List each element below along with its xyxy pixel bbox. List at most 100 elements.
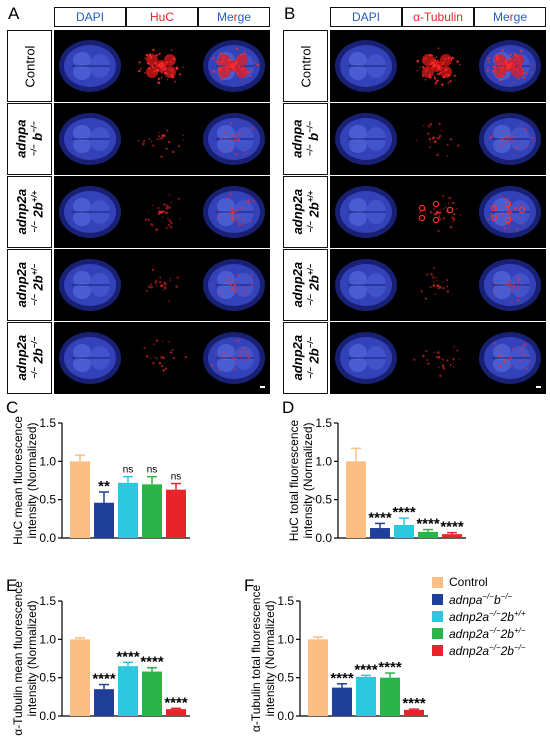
y-tick-label: 1.0 <box>39 454 56 468</box>
bar-4 <box>442 534 462 538</box>
column-header: DAPI <box>330 7 402 27</box>
micrograph-image <box>402 103 474 175</box>
bar-4 <box>166 489 186 538</box>
y-tick-label: 1.5 <box>315 416 332 430</box>
row-label-text: adnpa −/− b−/− <box>289 119 322 159</box>
dapi-signal <box>59 332 121 384</box>
marker-signal <box>413 345 460 378</box>
y-axis-label: HuC mean fluorescenceintensity (Normaliz… <box>11 416 39 545</box>
micrograph-image <box>330 322 402 394</box>
row-label-text: adnp2a −/− 2b+/+ <box>13 189 46 235</box>
row-label: adnp2a −/− 2b+/+ <box>7 176 52 248</box>
legend-label: adnp2a−/−2b−/− <box>449 643 526 658</box>
y-tick-label: 0.0 <box>277 709 294 723</box>
bar-3 <box>142 671 162 716</box>
scale-bar <box>536 386 541 388</box>
significance-label: **** <box>330 670 354 687</box>
significance-label: **** <box>440 519 464 536</box>
row-label: Control <box>7 30 52 102</box>
y-tick-label: 1.5 <box>39 594 56 608</box>
row-label: adnp2a −/− 2b+/− <box>283 249 328 321</box>
significance-label: **** <box>378 659 402 676</box>
marker-signal <box>416 47 461 86</box>
dapi-signal <box>335 186 397 238</box>
column-header: HuC <box>126 7 198 27</box>
panel-letter-c: C <box>6 398 19 417</box>
marker-signal <box>210 47 259 83</box>
significance-label: ns <box>123 465 134 476</box>
dapi-signal <box>335 332 397 384</box>
row-label: adnp2a −/− 2b−/− <box>283 322 328 394</box>
row-label: adnp2a −/− 2b+/+ <box>283 176 328 248</box>
significance-label: **** <box>116 648 140 665</box>
significance-label: ns <box>147 465 158 476</box>
bar-3 <box>418 531 438 538</box>
micrograph-image <box>330 249 402 321</box>
significance-label: **** <box>416 516 440 533</box>
micrograph-image <box>126 322 198 394</box>
dapi-signal <box>335 259 397 311</box>
bar-chart-e: 0.0 0.5 1.0 1.5α-Tubulin mean fluorescencei… <box>11 581 190 736</box>
significance-label: **** <box>354 661 378 678</box>
micrograph-image <box>474 322 546 394</box>
marker-signal <box>137 129 185 158</box>
y-axis-label: HuC total fluorescenceintensity (Normali… <box>287 419 315 541</box>
legend-swatch <box>432 577 443 588</box>
row-label-text: adnp2a −/− 2b−/− <box>13 335 46 381</box>
dapi-signal <box>59 186 121 238</box>
bar-4 <box>404 709 424 716</box>
legend-swatch <box>432 628 443 639</box>
micrograph-image <box>198 30 270 102</box>
bar-1 <box>370 528 390 538</box>
marker-signal <box>420 267 450 300</box>
row-label-text: adnpa −/− b−/− <box>13 119 46 159</box>
panel-letter-f: F <box>244 576 255 595</box>
micrograph-image <box>198 249 270 321</box>
marker-signal <box>145 268 179 303</box>
bar-1 <box>332 687 352 716</box>
significance-label: ns <box>171 472 182 483</box>
bar-4 <box>166 709 186 716</box>
row-label-text: Control <box>297 45 313 87</box>
micrograph-image <box>402 30 474 102</box>
dapi-signal <box>335 40 397 92</box>
bar-2 <box>356 676 376 716</box>
dapi-signal <box>59 40 121 92</box>
row-label: adnp2a −/− 2b−/− <box>7 322 52 394</box>
micrograph-image <box>402 249 474 321</box>
row-label: adnpa −/− b−/− <box>7 103 52 175</box>
marker-signal <box>211 339 251 372</box>
y-axis-label: α-Tubulin mean fluorescenceintensity (No… <box>11 581 39 736</box>
micrograph-image <box>402 322 474 394</box>
marker-signal <box>217 192 258 226</box>
y-tick-label: 0.0 <box>315 531 332 545</box>
micrograph-image <box>198 103 270 175</box>
significance-label: **** <box>402 695 426 712</box>
marker-signal <box>220 120 253 156</box>
significance-label: **** <box>164 694 188 711</box>
micrograph-image <box>126 249 198 321</box>
bar-1 <box>94 689 114 716</box>
y-tick-label: 0.5 <box>277 671 294 685</box>
marker-signal <box>487 194 530 231</box>
bar-2 <box>118 482 138 538</box>
bar-0 <box>70 639 90 716</box>
legend-swatch <box>432 645 443 656</box>
legend-swatch <box>432 594 443 605</box>
legend-label: Control <box>449 575 488 589</box>
micrograph-image <box>54 103 126 175</box>
row-label: adnpa −/− b−/− <box>283 103 328 175</box>
column-header: α-Tubulin <box>402 7 474 27</box>
column-header: Merge <box>198 7 270 27</box>
marker-signal <box>493 342 532 370</box>
row-label-text: adnp2a −/− 2b+/− <box>289 262 322 308</box>
bar-2 <box>394 524 414 538</box>
y-tick-label: 1.0 <box>39 632 56 646</box>
micrograph-image <box>474 176 546 248</box>
y-tick-label: 1.5 <box>277 594 294 608</box>
marker-signal <box>211 274 254 295</box>
marker-signal <box>415 122 460 157</box>
micrograph-image <box>54 176 126 248</box>
row-label-text: adnp2a −/− 2b+/− <box>13 262 46 308</box>
